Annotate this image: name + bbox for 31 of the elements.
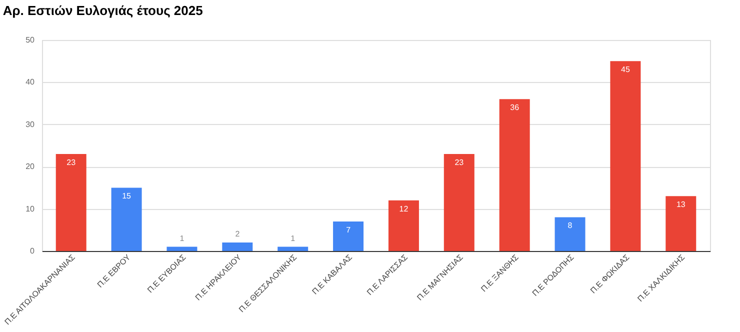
data-label: 13	[676, 200, 686, 210]
data-label: 7	[346, 225, 352, 234]
data-label: 1	[180, 234, 185, 243]
bar	[499, 99, 530, 251]
bar	[111, 188, 142, 251]
bar	[554, 217, 586, 251]
y-tick-label: 10	[26, 204, 36, 214]
bar	[278, 246, 308, 251]
data-label: 23	[454, 158, 464, 167]
data-label: 2	[235, 230, 240, 239]
bar	[166, 246, 198, 251]
data-label: 45	[621, 65, 630, 74]
bar	[666, 196, 696, 251]
y-tick-label: 50	[26, 36, 36, 44]
y-tick-label: 40	[26, 78, 36, 87]
bar	[444, 154, 474, 251]
bar	[388, 200, 419, 251]
bar	[610, 61, 641, 251]
data-label: 12	[399, 204, 409, 214]
data-label: 8	[568, 221, 573, 230]
y-tick-label: 0	[30, 246, 36, 256]
y-tick-label: 30	[26, 120, 36, 129]
data-label: 1	[290, 234, 296, 243]
data-label: 15	[122, 192, 132, 201]
chart-title: Αρ. Εστιών Ευλογιάς έτους 2025	[2, 3, 203, 18]
data-label: 23	[66, 158, 76, 167]
bar	[333, 221, 364, 251]
bar	[56, 154, 86, 251]
bar	[222, 242, 253, 251]
data-label: 36	[510, 103, 520, 112]
y-tick-label: 20	[26, 162, 36, 172]
